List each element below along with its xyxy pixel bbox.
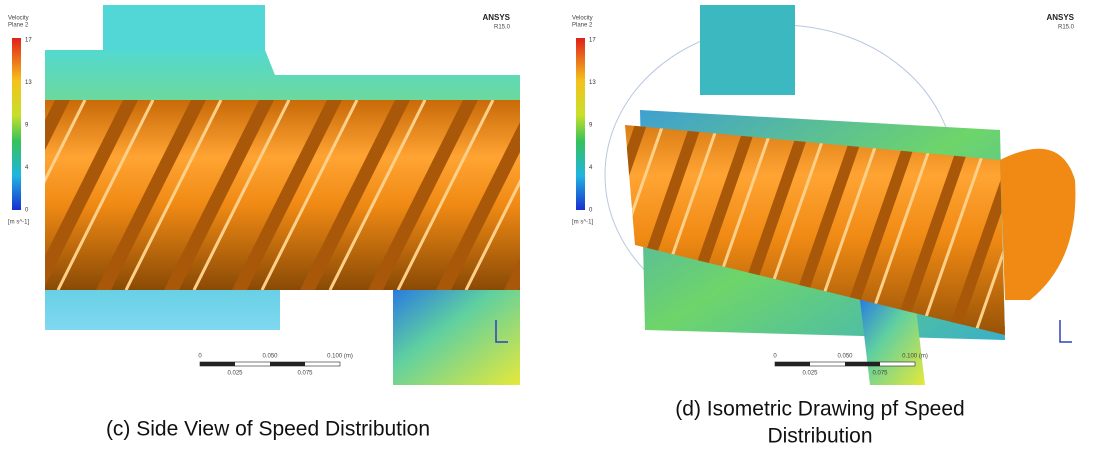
legend-subtitle: Plane 2 — [572, 23, 593, 29]
legend-tick: 17 — [25, 38, 32, 44]
screw-end — [1000, 149, 1075, 300]
version: R15.0 — [494, 25, 511, 31]
legend-tick: 4 — [25, 165, 29, 171]
legend-unit: [m s^-1] — [572, 220, 593, 226]
scale-label: 0.050 — [262, 354, 278, 360]
scale-seg — [845, 362, 880, 366]
legend-title: Velocity — [572, 16, 593, 22]
inlet-pipe — [700, 5, 795, 95]
scale-label: 0.025 — [227, 371, 243, 377]
legend-tick: 9 — [589, 123, 593, 129]
caption: (c) Side View of Speed Distribution — [106, 418, 430, 441]
color-bar — [12, 38, 21, 210]
version: R15.0 — [1058, 25, 1075, 31]
scale-label: 0.050 — [837, 354, 853, 360]
scale-label: 0 — [773, 354, 777, 360]
figure: VelocityPlane 21713940[m s^-1]ANSYSR15.0… — [0, 0, 1094, 459]
scale-label: 0 — [198, 354, 202, 360]
legend-tick: 13 — [25, 80, 32, 86]
body: VelocityPlane 21713940[m s^-1]ANSYSR15.0… — [0, 0, 1094, 459]
legend-tick: 4 — [589, 165, 593, 171]
logo: ANSYS — [482, 13, 510, 22]
panel-c — [0, 5, 629, 385]
axis-triad — [1060, 320, 1072, 342]
scale-label: 0.100 (m) — [902, 354, 928, 360]
logo: ANSYS — [1046, 13, 1074, 22]
inlet-pipe — [103, 5, 265, 55]
scale-seg — [200, 362, 235, 366]
outlet-pipe — [393, 290, 520, 385]
legend-subtitle: Plane 2 — [8, 23, 29, 29]
legend-tick: 9 — [25, 123, 29, 129]
legend-title: Velocity — [8, 16, 29, 22]
scale-label: 0.075 — [872, 371, 888, 377]
scale-label: 0.025 — [802, 371, 818, 377]
screw — [0, 100, 629, 290]
legend-unit: [m s^-1] — [8, 220, 29, 226]
scale-seg — [775, 362, 810, 366]
scale-seg — [270, 362, 305, 366]
page: {"panels": [ {"legend": {"title": "Veloc… — [0, 0, 1094, 459]
panel-d — [560, 5, 1094, 385]
legend-tick: 13 — [589, 80, 596, 86]
caption: Distribution — [767, 425, 872, 448]
caption: (d) Isometric Drawing pf Speed — [675, 398, 964, 421]
legend-tick: 17 — [589, 38, 596, 44]
scale-label: 0.100 (m) — [327, 354, 353, 360]
legend-tick: 0 — [589, 208, 593, 214]
scale-label: 0.075 — [297, 371, 313, 377]
color-bar — [576, 38, 585, 210]
legend-tick: 0 — [25, 208, 29, 214]
flight-shadow — [504, 100, 614, 290]
